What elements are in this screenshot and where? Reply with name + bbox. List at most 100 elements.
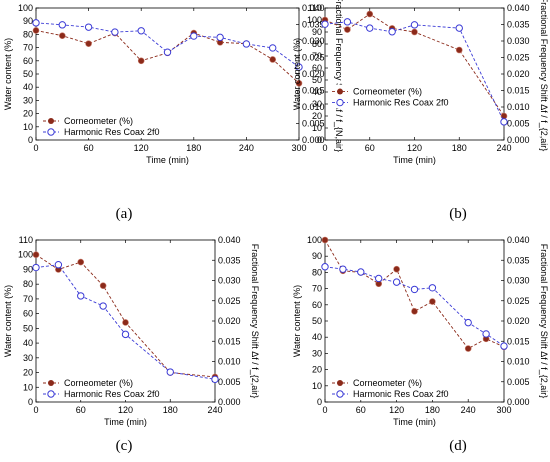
legend-marker bbox=[47, 390, 55, 398]
y2-tick-label: 0.025 bbox=[507, 53, 530, 63]
x-tick-label: 120 bbox=[389, 405, 404, 415]
x-tick-label: 120 bbox=[118, 405, 133, 415]
legend-box bbox=[41, 114, 163, 138]
y2-tick-label: 0.005 bbox=[302, 119, 325, 129]
harmonic-point bbox=[77, 292, 85, 300]
y2-tick-label: 0.040 bbox=[507, 235, 530, 245]
y2-tick-label: 0.040 bbox=[507, 3, 530, 13]
x-axis-title: Time (min) bbox=[393, 417, 436, 427]
y-tick-label: 50 bbox=[312, 316, 322, 326]
y-tick-label: 20 bbox=[312, 365, 322, 375]
y-tick-label: 60 bbox=[312, 63, 322, 73]
y-tick-label: 20 bbox=[23, 109, 33, 119]
y2-tick-label: 0.015 bbox=[218, 336, 241, 346]
y2-tick-label: 0.035 bbox=[302, 20, 325, 30]
y2-axis-title: Fractional Frequency Shift Δf / f_{N,air… bbox=[334, 0, 344, 152]
y-tick-label: 70 bbox=[23, 43, 33, 53]
y-tick-label: 20 bbox=[312, 111, 322, 121]
legend-label: Harmonic Res Coax 2f0 bbox=[353, 389, 449, 399]
y-tick-label: 40 bbox=[23, 338, 33, 348]
corneometer-point bbox=[295, 79, 303, 87]
harmonic-point bbox=[321, 20, 329, 28]
harmonic-point bbox=[216, 33, 224, 42]
y2-tick-label: 0.020 bbox=[218, 316, 241, 326]
harmonic-point bbox=[357, 268, 365, 276]
panel-b: 0 60 120 180 24001020304050607080901001100.0… bbox=[292, 0, 549, 222]
y-tick-label: 80 bbox=[23, 29, 33, 39]
corneometer-point bbox=[344, 26, 351, 33]
corneometer-point bbox=[455, 46, 463, 54]
legend-marker bbox=[48, 118, 54, 124]
x-axis-title: Time (min) bbox=[146, 155, 189, 165]
legend-box bbox=[330, 84, 452, 109]
y-tick-label: 70 bbox=[312, 284, 322, 294]
legend-marker bbox=[336, 390, 344, 398]
legend-box bbox=[41, 376, 163, 400]
harmonic-point bbox=[32, 19, 40, 27]
y-tick-label: 100 bbox=[18, 250, 33, 260]
x-tick-label: 120 bbox=[134, 143, 149, 153]
y-tick-label: 10 bbox=[23, 122, 33, 132]
y-axis-title: Water content (%) bbox=[292, 38, 302, 110]
y-tick-label: 90 bbox=[312, 27, 322, 37]
y-tick-label: 30 bbox=[312, 348, 322, 358]
y2-tick-label: 0.010 bbox=[218, 357, 241, 367]
harmonic-point bbox=[375, 274, 383, 283]
panel-label: (d) bbox=[449, 438, 467, 454]
harmonic-point bbox=[295, 63, 303, 71]
x-tick-label: 240 bbox=[207, 405, 222, 415]
x-axis-title: Time (min) bbox=[393, 155, 436, 165]
harmonic-point bbox=[190, 32, 198, 40]
series-line-1 bbox=[35, 22, 300, 68]
legend-box bbox=[330, 376, 452, 400]
y-tick-label: 90 bbox=[23, 16, 33, 26]
y-tick-label: 10 bbox=[312, 123, 322, 133]
harmonic-point bbox=[111, 28, 119, 36]
x-tick-label: 60 bbox=[356, 405, 366, 415]
harmonic-point bbox=[455, 24, 463, 32]
y2-tick-label: 0.040 bbox=[218, 235, 241, 245]
y-tick-label: 80 bbox=[312, 39, 322, 49]
panel-a: 0 60 120 180 240 30001020304050607080901000.0… bbox=[3, 0, 344, 222]
legend-marker bbox=[47, 128, 55, 136]
corneometer-point bbox=[32, 27, 40, 34]
y2-tick-label: 0.020 bbox=[507, 316, 530, 326]
y-tick-label: 0 bbox=[28, 135, 33, 145]
harmonic-point bbox=[32, 263, 40, 272]
x-tick-label: 0 bbox=[33, 143, 38, 153]
y-axis-title: Water content (%) bbox=[3, 285, 13, 357]
y2-tick-label: 0.000 bbox=[507, 135, 530, 145]
y-tick-label: 60 bbox=[312, 300, 322, 310]
y2-tick-label: 0.000 bbox=[302, 135, 325, 145]
harmonic-point bbox=[464, 318, 472, 327]
y2-axis-title: Fractional Frequency Shift Δf / f_{2,air… bbox=[250, 244, 260, 399]
harmonic-point bbox=[58, 21, 66, 29]
series-line-0 bbox=[35, 254, 216, 378]
y-tick-label: 10 bbox=[23, 382, 33, 392]
y-tick-label: 10 bbox=[312, 381, 322, 391]
series-line-0 bbox=[324, 239, 505, 350]
y2-axis-title: Fractional Frequency Shift Δf / f_{2,air… bbox=[539, 0, 549, 151]
harmonic-point bbox=[211, 375, 219, 384]
y-tick-label: 90 bbox=[23, 264, 33, 274]
y-tick-label: 50 bbox=[312, 75, 322, 85]
y2-tick-label: 0.015 bbox=[302, 86, 325, 96]
x-tick-label: 180 bbox=[186, 143, 201, 153]
series-line-0 bbox=[35, 29, 300, 84]
corneometer-point bbox=[366, 10, 374, 18]
y2-tick-label: 0.005 bbox=[218, 377, 241, 387]
x-tick-label: 300 bbox=[291, 143, 306, 153]
panel-label: (a) bbox=[116, 206, 133, 222]
y-tick-label: 0 bbox=[317, 397, 322, 407]
y-tick-label: 30 bbox=[312, 99, 322, 109]
corneometer-point bbox=[122, 319, 129, 326]
y2-tick-label: 0.010 bbox=[507, 357, 530, 367]
panel-label: (c) bbox=[116, 438, 133, 454]
harmonic-point bbox=[339, 265, 347, 273]
panel-label: (b) bbox=[449, 206, 467, 222]
corneometer-point bbox=[32, 251, 40, 259]
harmonic-point bbox=[388, 28, 396, 36]
harmonic-point bbox=[166, 368, 174, 376]
y2-tick-label: 0.035 bbox=[218, 255, 241, 265]
